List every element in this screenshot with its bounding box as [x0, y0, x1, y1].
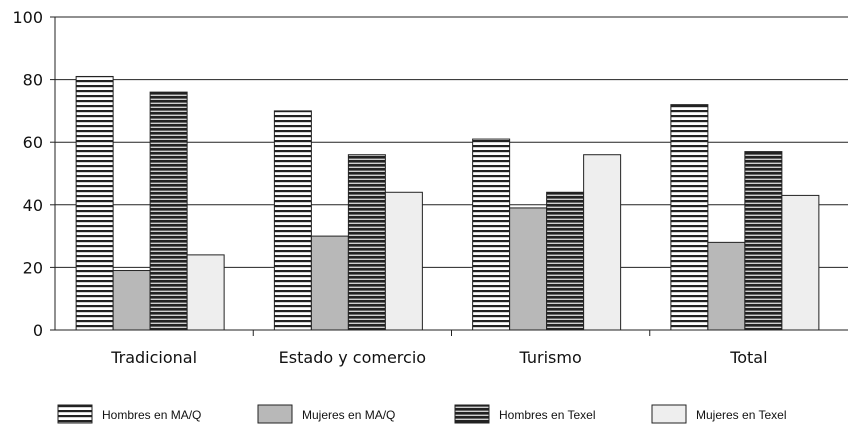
- legend-swatch: [257, 404, 293, 424]
- category-label: Tradicional: [110, 348, 197, 367]
- bar-3-2: [347, 154, 386, 331]
- y-tick-labels: 0 20 40 60 80 100: [12, 8, 43, 340]
- legend-label: Hombres en MA/Q: [102, 408, 201, 422]
- y-tick-label: 100: [12, 8, 43, 27]
- bar-1-3: [472, 138, 511, 331]
- category-label: Turismo: [519, 348, 582, 367]
- category-labels: Tradicional Estado y comercio Turismo Total: [110, 348, 767, 367]
- category-label: Estado y comercio: [279, 348, 426, 367]
- legend-label: Hombres en Texel: [499, 408, 596, 422]
- axes: [50, 16, 848, 336]
- bar-4-2: [384, 191, 423, 331]
- y-tick-label: 20: [23, 258, 43, 277]
- bar-3-3: [546, 191, 585, 331]
- bar-3-1: [149, 91, 188, 331]
- bar-2-3: [509, 207, 548, 331]
- y-tick-label: 80: [23, 71, 43, 90]
- legend-label: Mujeres en Texel: [696, 408, 787, 422]
- legend-swatch: [454, 404, 490, 424]
- bar-2-1: [112, 270, 151, 331]
- legend: Hombres en MA/Q Mujeres en MA/Q Hombres en…: [57, 404, 787, 424]
- legend-swatch: [57, 404, 93, 424]
- bar-4-4: [781, 194, 820, 331]
- bar-1-1: [75, 75, 114, 331]
- bar-2-2: [310, 235, 349, 331]
- category-label: Total: [729, 348, 767, 367]
- bar-1-4: [670, 104, 709, 331]
- bar-4-1: [186, 254, 225, 331]
- y-tick-label: 40: [23, 196, 43, 215]
- bar-3-4: [744, 151, 783, 331]
- bar-2-4: [707, 241, 746, 331]
- bars: [75, 75, 820, 331]
- bar-4-3: [583, 154, 622, 331]
- legend-label: Mujeres en MA/Q: [302, 408, 395, 422]
- y-tick-label: 0: [33, 321, 43, 340]
- y-tick-label: 60: [23, 133, 43, 152]
- legend-swatch: [651, 404, 687, 424]
- bar-1-2: [273, 110, 312, 331]
